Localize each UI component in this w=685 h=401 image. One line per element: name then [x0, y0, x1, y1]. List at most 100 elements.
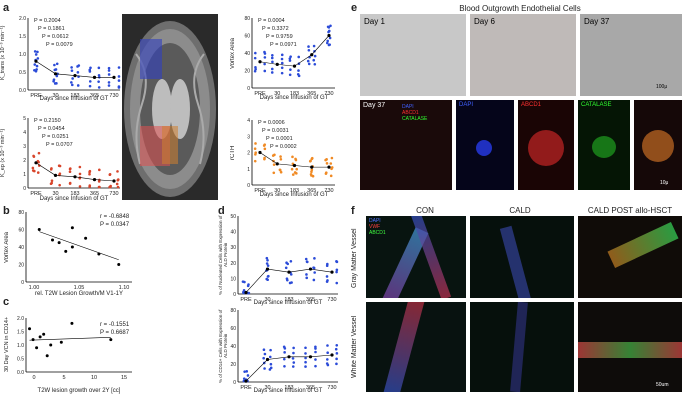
data-point	[52, 78, 56, 81]
data-point	[272, 163, 276, 166]
data-point	[335, 270, 338, 274]
mean-marker	[53, 173, 58, 177]
data-point	[292, 351, 295, 355]
f-white-con	[366, 302, 466, 392]
data-point	[291, 357, 295, 360]
ytick-label: 0.5	[17, 357, 24, 363]
data-point	[269, 348, 272, 352]
data-point	[292, 346, 295, 350]
xtick-label: 30	[264, 297, 270, 303]
mean-marker	[34, 161, 38, 165]
data-point	[290, 167, 294, 171]
xtick-label: 183	[284, 385, 293, 391]
mean-marker	[308, 355, 313, 359]
data-point	[335, 344, 339, 347]
data-point	[267, 274, 270, 278]
data-point	[291, 173, 295, 176]
xtick-label: PRE	[30, 191, 42, 197]
data-point	[76, 84, 80, 87]
data-point	[291, 155, 294, 159]
data-point	[263, 143, 267, 146]
data-point	[288, 281, 292, 285]
e-dapi-image: DAPI	[456, 100, 514, 190]
p-value-label: P = 0.0251	[42, 134, 69, 140]
ytick-label: 4	[23, 130, 26, 136]
data-point	[97, 86, 101, 89]
data-point	[289, 68, 292, 71]
data-point	[305, 276, 309, 280]
data-point	[117, 263, 121, 266]
b-ylabel: Vortex Area	[4, 231, 10, 263]
data-point	[279, 170, 283, 174]
data-point	[70, 83, 74, 87]
b-xlabel: rel. T2W Lesion Growth/M V1-1Y	[35, 291, 123, 297]
xtick-label: 30	[274, 91, 280, 97]
data-point	[78, 172, 82, 176]
data-point	[253, 56, 257, 60]
data-point	[242, 377, 246, 380]
data-point	[304, 352, 307, 355]
ytick-label: 80	[18, 210, 24, 216]
data-point	[84, 236, 88, 240]
d-top-xlabel: Days since Infusion of GT	[253, 300, 323, 306]
data-point	[31, 338, 35, 342]
xtick-label: 183	[290, 91, 299, 97]
data-point	[312, 58, 316, 62]
data-point	[70, 321, 74, 325]
data-point	[35, 346, 39, 350]
data-point	[313, 54, 317, 58]
data-point	[88, 84, 92, 88]
data-point	[280, 61, 284, 65]
data-point	[326, 358, 329, 361]
data-point	[50, 167, 53, 170]
data-point	[254, 153, 257, 156]
f-col-con: CON	[416, 206, 434, 215]
data-point	[313, 257, 316, 260]
p-value-label: P = 0.0004	[258, 18, 285, 24]
ytick-label: 60	[244, 34, 250, 40]
ytick-label: 3	[247, 134, 250, 140]
data-point	[314, 364, 317, 368]
ytick-label: 20	[230, 261, 236, 267]
xtick-label: 365	[306, 385, 315, 391]
mean-marker	[287, 355, 291, 359]
mean-marker	[265, 267, 270, 271]
xtick-label: 0	[32, 375, 35, 381]
data-point	[282, 357, 286, 361]
data-point	[326, 25, 330, 29]
data-point	[70, 66, 73, 69]
mean-marker	[112, 179, 116, 183]
mean-marker	[330, 353, 334, 357]
mean-marker	[275, 162, 279, 166]
data-point	[36, 50, 39, 54]
data-point	[313, 271, 316, 274]
data-point	[117, 75, 121, 78]
data-point	[307, 45, 310, 48]
data-point	[307, 62, 311, 66]
data-point	[70, 69, 74, 72]
data-point	[88, 172, 91, 176]
data-point	[326, 351, 329, 355]
data-point	[266, 264, 270, 267]
e-day6-image: Day 6	[470, 14, 576, 96]
ytick-label: 3	[23, 144, 26, 150]
data-point	[335, 268, 339, 272]
data-point	[310, 174, 313, 177]
data-point	[325, 162, 329, 165]
data-point	[31, 166, 35, 170]
data-point	[280, 57, 284, 61]
data-point	[329, 162, 333, 165]
xtick-label: 5	[62, 375, 65, 381]
mean-marker	[73, 74, 77, 78]
ytick-label: 1.0	[19, 52, 26, 58]
data-point	[288, 57, 292, 60]
data-point	[242, 290, 245, 294]
data-point	[263, 50, 266, 54]
b-stat-p: P = 0.0347	[100, 222, 130, 228]
xtick-label: 183	[70, 191, 79, 197]
data-point	[246, 374, 250, 377]
mean-marker	[244, 379, 248, 383]
mean-marker	[327, 33, 331, 38]
data-point	[70, 245, 74, 249]
